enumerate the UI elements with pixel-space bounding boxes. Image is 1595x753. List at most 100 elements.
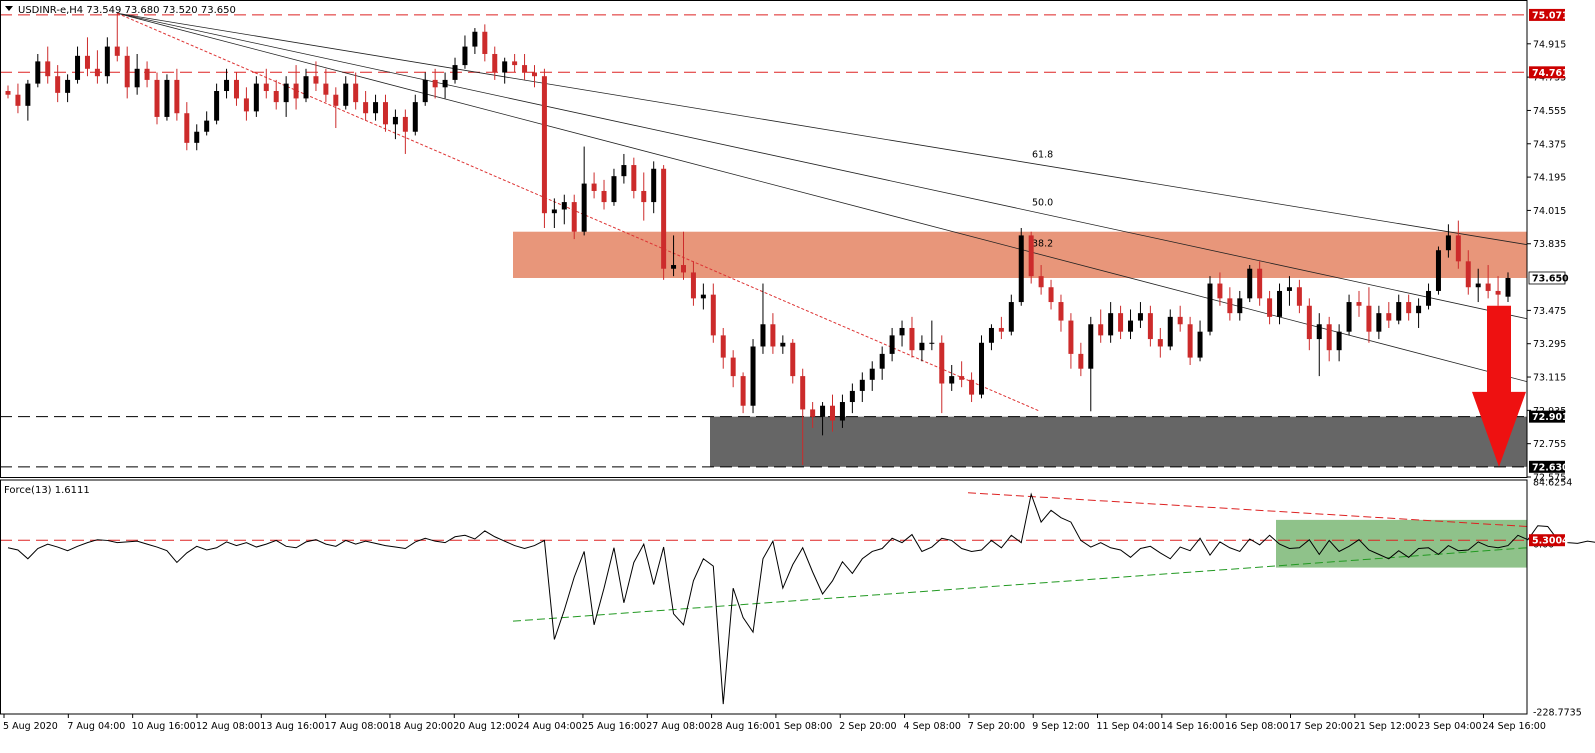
candle[interactable] bbox=[1028, 231, 1034, 284]
candle[interactable] bbox=[233, 72, 239, 106]
candle[interactable] bbox=[442, 72, 448, 99]
candle[interactable] bbox=[65, 74, 71, 103]
candle[interactable] bbox=[839, 394, 845, 428]
candle[interactable] bbox=[1038, 265, 1044, 295]
candle[interactable] bbox=[939, 335, 945, 414]
candle[interactable] bbox=[1257, 261, 1263, 306]
candle[interactable] bbox=[1008, 294, 1014, 336]
candle[interactable] bbox=[830, 394, 836, 432]
candle[interactable] bbox=[661, 165, 667, 280]
candle[interactable] bbox=[1386, 302, 1392, 328]
candle[interactable] bbox=[323, 68, 329, 103]
candle[interactable] bbox=[1426, 283, 1432, 310]
candle[interactable] bbox=[1177, 305, 1183, 332]
candle[interactable] bbox=[969, 372, 975, 403]
candle[interactable] bbox=[889, 327, 895, 362]
candle[interactable] bbox=[224, 68, 230, 99]
candle[interactable] bbox=[1366, 287, 1372, 343]
candle[interactable] bbox=[1048, 279, 1054, 310]
candle[interactable] bbox=[541, 68, 547, 229]
candle[interactable] bbox=[502, 57, 508, 84]
candle[interactable] bbox=[1118, 305, 1124, 340]
candle[interactable] bbox=[1505, 272, 1511, 303]
candle[interactable] bbox=[820, 402, 826, 436]
candle[interactable] bbox=[353, 72, 359, 110]
candle[interactable] bbox=[522, 53, 528, 80]
candle[interactable] bbox=[810, 402, 816, 428]
candle[interactable] bbox=[1416, 298, 1422, 328]
candle[interactable] bbox=[104, 37, 110, 84]
candle[interactable] bbox=[333, 87, 339, 129]
candle[interactable] bbox=[1396, 294, 1402, 325]
candle[interactable] bbox=[641, 172, 647, 221]
candle[interactable] bbox=[124, 46, 130, 99]
candle[interactable] bbox=[1187, 316, 1193, 365]
candle[interactable] bbox=[710, 283, 716, 343]
candle[interactable] bbox=[770, 313, 776, 354]
candle[interactable] bbox=[561, 194, 567, 225]
candle[interactable] bbox=[363, 91, 369, 121]
candle[interactable] bbox=[621, 153, 627, 184]
candle[interactable] bbox=[849, 383, 855, 414]
candle[interactable] bbox=[949, 364, 955, 391]
candle[interactable] bbox=[1078, 342, 1084, 377]
candle[interactable] bbox=[114, 13, 120, 62]
candle[interactable] bbox=[84, 37, 90, 77]
candle[interactable] bbox=[591, 172, 597, 199]
candle[interactable] bbox=[512, 53, 518, 73]
candle[interactable] bbox=[392, 109, 398, 140]
candle[interactable] bbox=[283, 76, 289, 117]
candle[interactable] bbox=[1197, 320, 1203, 362]
candle[interactable] bbox=[482, 24, 488, 62]
candle[interactable] bbox=[1018, 228, 1024, 306]
candle[interactable] bbox=[1237, 290, 1243, 321]
candle[interactable] bbox=[531, 65, 537, 88]
candle[interactable] bbox=[988, 324, 994, 351]
candle[interactable] bbox=[1435, 246, 1441, 295]
candle[interactable] bbox=[1068, 313, 1074, 369]
candle[interactable] bbox=[780, 335, 786, 354]
candle[interactable] bbox=[472, 28, 478, 54]
candle[interactable] bbox=[919, 335, 925, 362]
candle[interactable] bbox=[1286, 276, 1292, 306]
candle[interactable] bbox=[1088, 316, 1094, 412]
candle[interactable] bbox=[1167, 309, 1173, 351]
candle[interactable] bbox=[1356, 290, 1362, 317]
candle[interactable] bbox=[1376, 305, 1382, 340]
force-indicator-panel[interactable] bbox=[0, 492, 1595, 705]
candle[interactable] bbox=[144, 61, 150, 88]
candle[interactable] bbox=[45, 46, 51, 84]
candle[interactable] bbox=[1267, 290, 1273, 325]
candle[interactable] bbox=[1157, 327, 1163, 358]
candle[interactable] bbox=[750, 339, 756, 414]
candle[interactable] bbox=[1137, 302, 1143, 328]
candle[interactable] bbox=[1058, 294, 1064, 332]
candle[interactable] bbox=[15, 83, 21, 114]
candle[interactable] bbox=[959, 361, 965, 388]
candle[interactable] bbox=[1128, 309, 1134, 340]
candle[interactable] bbox=[263, 68, 269, 99]
candle[interactable] bbox=[1465, 250, 1471, 295]
candle[interactable] bbox=[382, 94, 388, 132]
candle[interactable] bbox=[174, 68, 180, 121]
candle[interactable] bbox=[1346, 294, 1352, 336]
candle[interactable] bbox=[998, 316, 1004, 340]
candle[interactable] bbox=[492, 46, 498, 80]
candle[interactable] bbox=[1277, 283, 1283, 325]
candle[interactable] bbox=[35, 53, 41, 88]
candle[interactable] bbox=[1336, 324, 1342, 362]
candle[interactable] bbox=[134, 53, 140, 95]
candle[interactable] bbox=[720, 327, 726, 369]
candle[interactable] bbox=[1227, 287, 1233, 321]
candle[interactable] bbox=[253, 76, 259, 117]
candle[interactable] bbox=[194, 124, 200, 151]
candle[interactable] bbox=[243, 87, 249, 121]
candle[interactable] bbox=[1316, 313, 1322, 377]
candle[interactable] bbox=[1485, 265, 1491, 299]
candle[interactable] bbox=[1296, 279, 1302, 314]
candle[interactable] bbox=[929, 320, 935, 351]
candle[interactable] bbox=[1475, 268, 1481, 303]
candle[interactable] bbox=[1147, 305, 1153, 347]
candle[interactable] bbox=[979, 335, 985, 399]
candle[interactable] bbox=[1098, 309, 1104, 343]
